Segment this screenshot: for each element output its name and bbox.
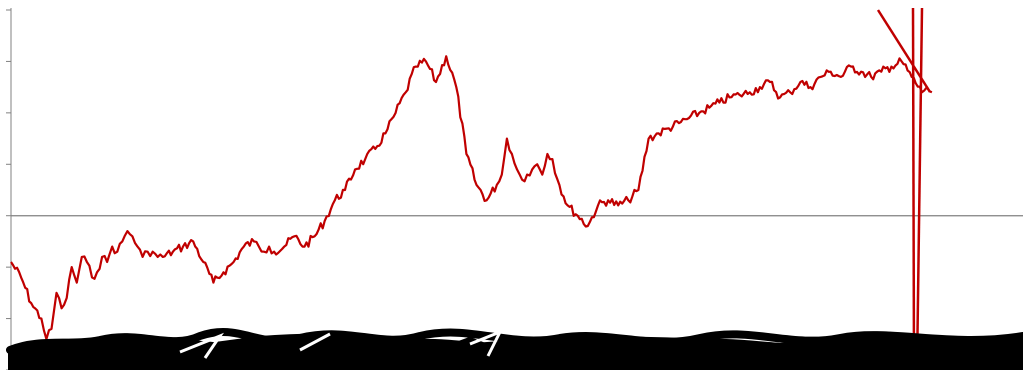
artifact-strokes: [876, 7, 932, 370]
scribble-stroke-4: [179, 329, 504, 359]
artifact-vertical-line-1: [911, 7, 916, 370]
series-layer: [10, 55, 933, 341]
y-axis-ticks: [6, 9, 11, 370]
scribble-band: [6, 328, 1023, 370]
axis-layer: [6, 8, 1023, 370]
scribble-stroke-3: [89, 337, 1001, 365]
artifact-vertical-line-2: [915, 7, 924, 370]
series-line: [10, 55, 933, 341]
